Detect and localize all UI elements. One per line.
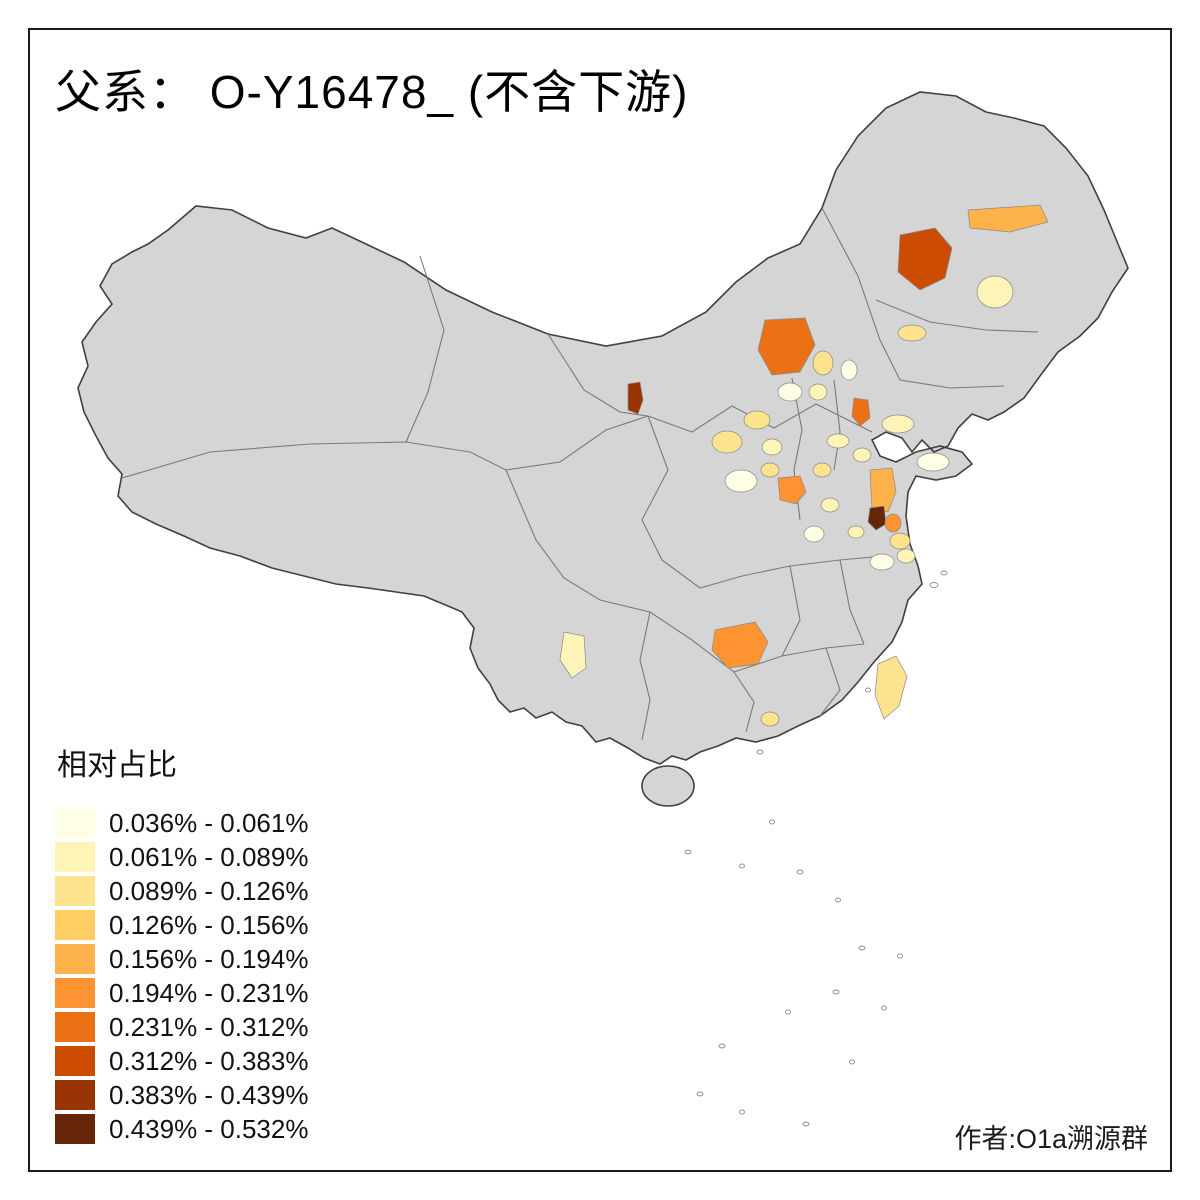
map-region	[889, 532, 911, 550]
map-region	[881, 414, 915, 434]
map-region	[812, 462, 832, 478]
legend-item: 0.383% - 0.439%	[55, 1078, 308, 1112]
map-region	[867, 505, 887, 531]
legend-item: 0.126% - 0.156%	[55, 908, 308, 942]
legend-item: 0.231% - 0.312%	[55, 1010, 308, 1044]
map-region	[976, 275, 1014, 309]
map-region	[869, 467, 897, 513]
legend-label: 0.156% - 0.194%	[109, 943, 309, 974]
legend-item: 0.439% - 0.532%	[55, 1112, 308, 1146]
map-region	[847, 525, 865, 539]
legend-swatch	[55, 808, 95, 838]
attribution: 作者:O1a溯源群	[954, 1124, 1148, 1154]
legend-swatch	[55, 876, 95, 906]
legend-label: 0.061% - 0.089%	[109, 841, 309, 872]
map-region	[711, 621, 769, 669]
legend-swatch	[55, 842, 95, 872]
map-region	[826, 433, 850, 449]
legend-item: 0.194% - 0.231%	[55, 976, 308, 1010]
province-boundaries	[121, 207, 1039, 741]
legend-label: 0.036% - 0.061%	[109, 807, 309, 838]
map-region	[851, 397, 871, 427]
map-region	[724, 469, 758, 493]
south-china-sea-islets	[684, 570, 948, 1127]
map-region	[711, 430, 743, 454]
map-region	[743, 410, 771, 430]
legend-item: 0.089% - 0.126%	[55, 874, 308, 908]
legend-swatch	[55, 1080, 95, 1110]
legend-swatch	[55, 910, 95, 940]
map-region	[916, 452, 950, 472]
legend-title: 相对占比	[57, 749, 177, 782]
map-region	[627, 381, 644, 415]
legend-label: 0.089% - 0.126%	[109, 875, 309, 906]
legend-label: 0.231% - 0.312%	[109, 1011, 309, 1042]
map-region	[760, 462, 780, 478]
legend-label: 0.439% - 0.532%	[109, 1113, 309, 1144]
map-title: 父系： O-Y16478_ (不含下游)	[55, 66, 689, 118]
legend-item: 0.156% - 0.194%	[55, 942, 308, 976]
legend-swatch	[55, 1046, 95, 1076]
legend-label: 0.312% - 0.383%	[109, 1045, 309, 1076]
map-region	[777, 475, 807, 505]
map-region	[808, 383, 828, 401]
map-region	[884, 513, 902, 533]
taiwan-island	[874, 655, 908, 720]
map-region	[897, 227, 953, 291]
map-region	[803, 525, 825, 543]
map-region	[840, 359, 858, 381]
legend-label: 0.194% - 0.231%	[109, 977, 309, 1008]
map-region	[760, 711, 780, 727]
legend-swatch	[55, 978, 95, 1008]
legend-swatch	[55, 944, 95, 974]
legend: 相对占比 0.036% - 0.061% 0.061% - 0.089% 0.0…	[55, 740, 308, 1146]
map-region	[869, 553, 895, 571]
legend-item: 0.061% - 0.089%	[55, 840, 308, 874]
choropleth-regions	[559, 204, 1049, 727]
legend-swatch	[55, 1012, 95, 1042]
map-region	[559, 631, 587, 679]
mainland-outline	[77, 91, 1129, 765]
hainan-island	[641, 765, 695, 807]
legend-label: 0.383% - 0.439%	[109, 1079, 309, 1110]
map-region	[761, 438, 783, 456]
map-region	[967, 204, 1049, 233]
map-region	[777, 382, 803, 402]
map-region	[897, 324, 927, 342]
map-region	[852, 447, 872, 463]
legend-swatch	[55, 1114, 95, 1144]
legend-label: 0.126% - 0.156%	[109, 909, 309, 940]
map-region	[812, 350, 834, 376]
map-region	[896, 548, 916, 564]
map-region	[820, 497, 840, 513]
legend-item: 0.036% - 0.061%	[55, 806, 308, 840]
china-landmass	[77, 91, 1129, 807]
legend-item: 0.312% - 0.383%	[55, 1044, 308, 1078]
map-region	[757, 317, 816, 376]
